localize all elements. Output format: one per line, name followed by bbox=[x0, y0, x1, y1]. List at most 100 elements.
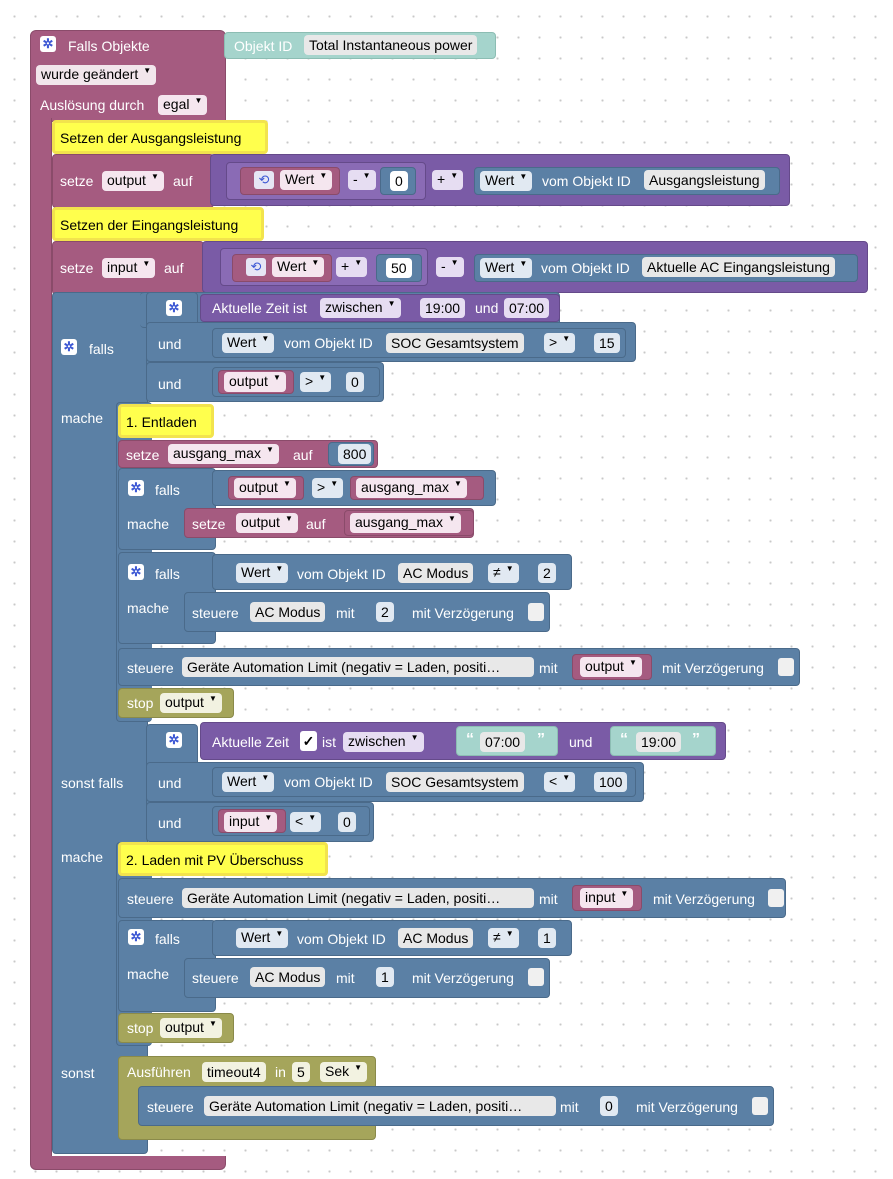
object-id-value[interactable]: SOC Gesamtsystem bbox=[386, 772, 524, 792]
number-value[interactable]: 800 bbox=[338, 444, 372, 464]
delay-checkbox[interactable] bbox=[778, 658, 794, 676]
wert-dropdown[interactable]: Wert ▼ bbox=[236, 928, 289, 948]
wert-dropdown[interactable]: Wert ▼ bbox=[480, 258, 533, 278]
variable-dropdown[interactable]: output ▼ bbox=[224, 372, 286, 392]
gear-icon[interactable]: ✲ bbox=[128, 480, 144, 496]
objid-value[interactable]: Total Instantaneous power bbox=[304, 35, 478, 55]
zwischen-dropdown[interactable]: zwischen ▼ bbox=[320, 298, 401, 318]
gear-icon[interactable]: ✲ bbox=[128, 564, 144, 580]
operator-dropdown[interactable]: < ▼ bbox=[290, 812, 322, 832]
variable-name: output bbox=[241, 514, 280, 530]
object-id-value[interactable]: SOC Gesamtsystem bbox=[386, 333, 524, 353]
number-value[interactable]: 1 bbox=[538, 928, 556, 948]
operator-dropdown[interactable]: - ▼ bbox=[348, 170, 376, 190]
number-value[interactable]: 50 bbox=[386, 258, 412, 278]
operator-dropdown[interactable]: + ▼ bbox=[336, 257, 368, 277]
control-block[interactable] bbox=[184, 958, 550, 998]
gear-icon[interactable]: ✲ bbox=[166, 300, 182, 316]
time-to[interactable]: 19:00 bbox=[636, 732, 682, 752]
operator-dropdown[interactable]: > ▼ bbox=[300, 372, 332, 392]
wert-dropdown[interactable]: Wert ▼ bbox=[280, 170, 333, 190]
dropdown-arrow-icon: ▼ bbox=[330, 479, 339, 488]
variable-dropdown[interactable]: input ▼ bbox=[224, 812, 278, 832]
setze-label: setze bbox=[60, 260, 94, 276]
control-block[interactable] bbox=[184, 592, 550, 632]
number-value[interactable]: 100 bbox=[594, 772, 628, 792]
stop-dropdown[interactable]: output ▼ bbox=[160, 693, 222, 713]
variable-dropdown[interactable]: output ▼ bbox=[236, 513, 298, 533]
variable-name: output bbox=[229, 373, 268, 389]
delay-checkbox[interactable] bbox=[768, 889, 784, 907]
operator-dropdown[interactable]: ≠ ▼ bbox=[488, 563, 519, 583]
timeout-value[interactable]: 5 bbox=[292, 1062, 310, 1082]
zwischen-dropdown[interactable]: zwischen ▼ bbox=[343, 732, 424, 752]
operator-dropdown[interactable]: > ▼ bbox=[544, 333, 576, 353]
wert-label: Wert bbox=[241, 929, 271, 945]
object-id-value[interactable]: AC Modus bbox=[398, 563, 474, 583]
number-value[interactable]: 2 bbox=[376, 602, 394, 622]
object-id-value[interactable]: AC Modus bbox=[250, 967, 326, 987]
comment-block[interactable] bbox=[118, 404, 214, 438]
comment-block[interactable] bbox=[52, 120, 268, 154]
number-value[interactable]: 0 bbox=[338, 812, 356, 832]
variable-dropdown[interactable]: ausgang_max ▼ bbox=[356, 478, 467, 498]
variable-dropdown[interactable]: output ▼ bbox=[580, 657, 642, 677]
gear-icon[interactable]: ✲ bbox=[166, 732, 182, 748]
wert-dropdown[interactable]: Wert ▼ bbox=[236, 563, 289, 583]
text-block[interactable] bbox=[610, 726, 716, 756]
wert-dropdown[interactable]: Wert ▼ bbox=[222, 772, 275, 792]
changed-dropdown[interactable]: wurde geändert ▼ bbox=[36, 65, 157, 85]
gear-icon[interactable]: ✲ bbox=[61, 339, 77, 355]
time-from[interactable]: 07:00 bbox=[480, 732, 526, 752]
vom-objekt-label: vom Objekt ID bbox=[297, 566, 386, 582]
stop-dropdown[interactable]: output ▼ bbox=[160, 1018, 222, 1038]
variable-dropdown[interactable]: output ▼ bbox=[102, 171, 164, 191]
number-value[interactable]: 0 bbox=[346, 372, 364, 392]
operator-dropdown[interactable]: < ▼ bbox=[544, 772, 576, 792]
gear-icon[interactable]: ✲ bbox=[40, 36, 56, 52]
wert-dropdown[interactable]: Wert ▼ bbox=[272, 257, 325, 277]
time-to[interactable]: 07:00 bbox=[504, 298, 550, 318]
number-value[interactable]: 0 bbox=[390, 171, 408, 191]
number-value[interactable]: 2 bbox=[538, 563, 556, 583]
checkbox-checked[interactable]: ✓ bbox=[300, 731, 317, 751]
dropdown-arrow-icon: ▼ bbox=[150, 172, 159, 181]
object-id-value[interactable]: Geräte Automation Limit (negativ = Laden… bbox=[182, 888, 534, 908]
variable-dropdown[interactable]: ausgang_max ▼ bbox=[350, 513, 461, 533]
number-value[interactable]: 1 bbox=[376, 967, 394, 987]
variable-dropdown[interactable]: input ▼ bbox=[102, 258, 156, 278]
unit-dropdown[interactable]: Sek ▼ bbox=[320, 1062, 368, 1082]
open-quote-icon: “ bbox=[466, 731, 474, 748]
delay-checkbox[interactable] bbox=[528, 968, 544, 986]
falls-label: falls bbox=[155, 482, 180, 498]
variable-dropdown[interactable]: ausgang_max ▼ bbox=[168, 444, 279, 464]
trigger-dropdown[interactable]: egal ▼ bbox=[158, 95, 208, 115]
number-value[interactable]: 15 bbox=[594, 333, 620, 353]
number-value[interactable]: 0 bbox=[600, 1096, 618, 1116]
timeout-name[interactable]: timeout4 bbox=[202, 1062, 266, 1082]
object-id-value[interactable]: AC Modus bbox=[398, 928, 474, 948]
operator-dropdown[interactable]: ≠ ▼ bbox=[488, 928, 519, 948]
object-id-value[interactable]: Geräte Automation Limit (negativ = Laden… bbox=[204, 1096, 556, 1116]
operator-dropdown[interactable]: - ▼ bbox=[436, 257, 464, 277]
delay-checkbox[interactable] bbox=[528, 603, 544, 621]
dropdown-arrow-icon: ▼ bbox=[308, 813, 317, 822]
wert-dropdown[interactable]: Wert ▼ bbox=[222, 333, 275, 353]
operator-dropdown[interactable]: + ▼ bbox=[432, 170, 464, 190]
object-id-value[interactable]: AC Modus bbox=[250, 602, 326, 622]
gear-icon[interactable]: ✲ bbox=[128, 929, 144, 945]
delay-checkbox[interactable] bbox=[752, 1097, 768, 1115]
wert-dropdown[interactable]: Wert ▼ bbox=[480, 171, 533, 191]
dropdown-arrow-icon: ▼ bbox=[505, 929, 514, 938]
comment-block[interactable] bbox=[118, 842, 328, 876]
object-id-value[interactable]: Geräte Automation Limit (negativ = Laden… bbox=[182, 657, 534, 677]
object-id-value[interactable]: Aktuelle AC Eingangsleistung bbox=[642, 257, 835, 277]
object-id-value[interactable]: Ausgangsleistung bbox=[644, 170, 765, 190]
vom-objekt-label: vom Objekt ID bbox=[297, 931, 386, 947]
operator-dropdown[interactable]: > ▼ bbox=[312, 478, 344, 498]
variable-dropdown[interactable]: input ▼ bbox=[580, 888, 634, 908]
time-from[interactable]: 19:00 bbox=[420, 298, 466, 318]
variable-dropdown[interactable]: output ▼ bbox=[234, 478, 296, 498]
comment-block[interactable] bbox=[52, 207, 264, 241]
auf-label: auf bbox=[164, 260, 184, 276]
